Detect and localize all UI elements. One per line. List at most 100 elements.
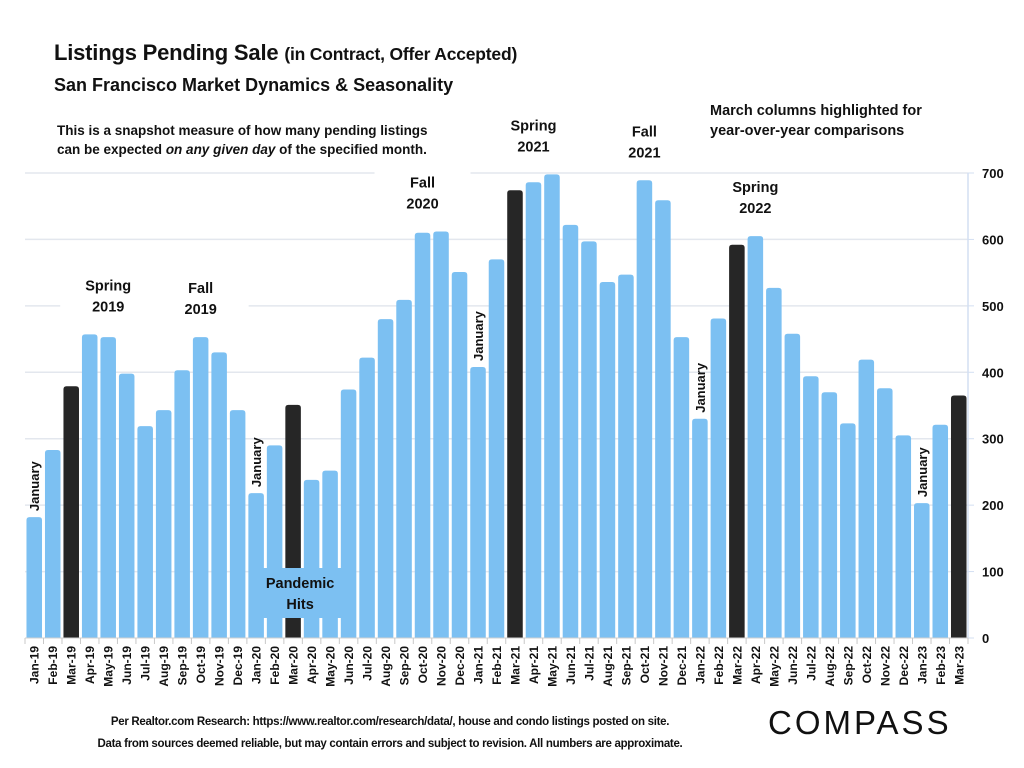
bar-highlighted xyxy=(507,190,523,638)
y-axis: 0 100 200 300 400 500 600 700 xyxy=(25,166,1004,646)
x-tick-label: Feb-23 xyxy=(934,646,948,685)
x-tick-label: Jun-21 xyxy=(564,646,578,685)
annotation-label: 2019 xyxy=(185,302,217,318)
x-tick-label: May-19 xyxy=(102,646,116,687)
x-tick-label: May-20 xyxy=(324,646,338,687)
bar-highlighted xyxy=(63,386,79,638)
annotation-january: January xyxy=(249,437,264,488)
bar xyxy=(877,388,893,638)
x-tick-label: May-22 xyxy=(767,646,781,687)
description-line-2: can be expected on any given day of the … xyxy=(57,140,428,159)
annotation-box xyxy=(152,277,249,322)
annotation-label: 2020 xyxy=(406,196,438,212)
annotation-january: January xyxy=(693,362,708,413)
x-tick-label: Dec-21 xyxy=(675,646,689,686)
annotation-label: Spring xyxy=(511,118,557,134)
bar xyxy=(100,337,116,638)
x-tick-label: Apr-21 xyxy=(527,646,541,684)
annotation-label: Spring xyxy=(85,278,131,294)
bar xyxy=(174,370,190,638)
bar xyxy=(470,366,486,638)
x-tick-label: Apr-19 xyxy=(83,646,97,684)
annotation-label: Fall xyxy=(410,175,435,191)
x-tick-label: Aug-21 xyxy=(601,646,615,687)
description-emphasis: on any given day xyxy=(165,142,276,157)
x-tick-label: Sep-19 xyxy=(176,646,190,686)
bar xyxy=(451,271,468,638)
x-tick-label: Nov-22 xyxy=(878,646,892,686)
y-tick-label: 700 xyxy=(982,166,1004,181)
description-text: can be expected xyxy=(57,142,166,157)
bar xyxy=(821,392,838,638)
annotation-label: 2022 xyxy=(739,201,771,217)
chart-description: This is a snapshot measure of how many p… xyxy=(57,121,428,159)
annotation-box xyxy=(596,120,693,165)
x-tick-label: Jul-19 xyxy=(139,646,153,681)
x-tick-label: Aug-20 xyxy=(379,646,393,687)
x-tick-label: Mar-19 xyxy=(65,646,79,685)
x-tick-label: Apr-22 xyxy=(749,646,763,684)
bar xyxy=(840,423,856,638)
bar xyxy=(211,352,227,638)
bar xyxy=(396,299,412,638)
annotation-box xyxy=(374,171,471,216)
annotation-label: Fall xyxy=(188,281,213,297)
bars xyxy=(26,174,967,639)
bar xyxy=(803,376,819,638)
bar xyxy=(155,410,172,638)
bar xyxy=(636,180,653,639)
bar xyxy=(81,334,98,638)
y-tick-label: 400 xyxy=(982,365,1004,380)
y-tick-label: 600 xyxy=(982,232,1004,247)
compass-logo: COMPASS xyxy=(768,704,952,741)
description-line-1: This is a snapshot measure of how many p… xyxy=(57,123,428,138)
bar xyxy=(932,424,949,638)
disclaimer-note: Data from sources deemed reliable, but m… xyxy=(97,738,683,750)
chart-title-paren: (in Contract, Offer Accepted) xyxy=(284,44,518,64)
highlight-note-line-2: year-over-year comparisons xyxy=(710,123,905,139)
y-tick-label: 300 xyxy=(982,432,1004,447)
description-text: of the specified month. xyxy=(275,142,427,157)
x-tick-label: Feb-20 xyxy=(268,646,282,685)
x-tick-label: Mar-23 xyxy=(952,646,966,685)
y-tick-label: 0 xyxy=(982,631,989,646)
bar xyxy=(581,241,597,638)
y-tick-label: 200 xyxy=(982,498,1004,513)
bar xyxy=(655,200,671,638)
annotation-label: Spring xyxy=(732,180,778,196)
annotation-january: January xyxy=(27,460,42,511)
bar xyxy=(118,373,135,638)
bar xyxy=(747,236,764,638)
bar xyxy=(673,337,690,638)
bar xyxy=(710,318,727,638)
bar xyxy=(26,517,43,638)
x-tick-label: Aug-19 xyxy=(157,646,171,687)
x-tick-label: Sep-20 xyxy=(398,646,412,686)
bar xyxy=(766,287,782,638)
annotation-label: 2021 xyxy=(517,139,549,155)
x-tick-label: Mar-21 xyxy=(508,646,522,685)
highlight-note: March columns highlighted for year-over-… xyxy=(710,101,922,141)
bar xyxy=(488,259,505,638)
x-tick-label: Mar-22 xyxy=(730,646,744,685)
annotation-label: Pandemic xyxy=(266,576,335,592)
x-tick-label: Aug-22 xyxy=(823,646,837,687)
bar xyxy=(914,503,930,638)
bar xyxy=(858,359,875,638)
bar xyxy=(692,418,708,638)
bar xyxy=(618,274,634,638)
x-tick-label: Dec-22 xyxy=(897,646,911,686)
bar xyxy=(229,410,246,638)
x-tick-label: Jun-19 xyxy=(120,646,134,685)
bar xyxy=(562,224,579,639)
annotation-box xyxy=(60,274,157,319)
bar xyxy=(784,333,801,638)
highlight-note-line-1: March columns highlighted for xyxy=(710,103,922,119)
x-tick-label: Jul-20 xyxy=(361,646,375,681)
bar-highlighted xyxy=(950,395,967,638)
x-tick-label: Oct-19 xyxy=(194,646,208,684)
x-tick-label: Nov-21 xyxy=(656,646,670,686)
x-tick-label: Jan-19 xyxy=(28,646,42,684)
x-tick-label: Sep-21 xyxy=(619,646,633,686)
x-tick-label: May-21 xyxy=(545,646,559,687)
